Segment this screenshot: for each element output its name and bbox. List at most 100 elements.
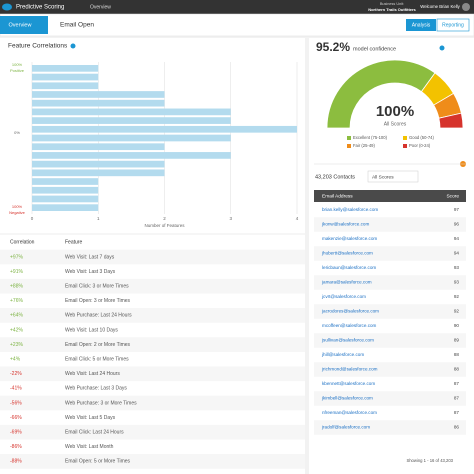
x-tick-label: 0: [31, 216, 34, 221]
row-bg: [0, 278, 305, 294]
gauge-segment: [438, 112, 464, 129]
score: 93: [454, 265, 460, 270]
email-link[interactable]: nfreeman@salesforce.com: [322, 410, 377, 415]
back-tab[interactable]: [0, 16, 48, 34]
score: 97: [454, 207, 460, 212]
correlation: +42%: [10, 327, 23, 333]
bar: [32, 117, 231, 124]
email-link[interactable]: jacrodores@salesforce.com: [321, 309, 379, 314]
bar: [32, 186, 99, 194]
row-bg: [314, 275, 466, 290]
correlation: -86%: [10, 444, 22, 450]
x-tick-label: 4: [296, 216, 299, 221]
x-tick-label: 3: [229, 216, 232, 221]
row-bg: [314, 362, 466, 377]
row-bg: [0, 308, 305, 323]
legend-swatch: [347, 136, 351, 140]
email-link[interactable]: jradolf@salesforce.com: [321, 425, 370, 430]
email-link[interactable]: jkimbell@salesforce.com: [321, 396, 373, 401]
email-link[interactable]: kbennett@salesforce.com: [322, 381, 375, 386]
legend-label: Poor (0-24): [409, 143, 431, 148]
legend-swatch: [403, 144, 407, 148]
tab-bar: [0, 13, 474, 37]
score: 93: [454, 280, 460, 285]
unit-label: Business Unit:: [380, 2, 404, 6]
button-label[interactable]: Analysis: [412, 22, 431, 28]
negative-label: Negative: [9, 210, 26, 215]
pagination: Showing 1 - 16 of 43,203: [406, 458, 453, 463]
email-link[interactable]: jsullivan@salesforce.com: [321, 338, 374, 343]
confidence-value: 95.2%: [316, 40, 350, 54]
bar: [32, 108, 231, 116]
help-icon[interactable]: [439, 45, 445, 51]
correlation: -66%: [10, 415, 22, 421]
score: 87: [454, 396, 460, 401]
email-link[interactable]: jamara@salesforce.com: [321, 280, 372, 285]
filter-label[interactable]: All Scores: [372, 174, 394, 180]
correlation: +4%: [10, 357, 21, 363]
row-bg: [314, 304, 466, 319]
row-bg: [0, 249, 305, 265]
bar: [32, 160, 165, 168]
correlation: +64%: [10, 313, 23, 319]
gauge-label: All Scores: [384, 121, 407, 127]
row-bg: [0, 454, 305, 469]
help-icon[interactable]: [70, 43, 76, 49]
email-link[interactable]: makenzie@salesforce.com: [322, 236, 377, 241]
feature: Web Purchase: Last 24 Hours: [65, 313, 132, 319]
row-bg: [314, 217, 466, 232]
button-label[interactable]: Reporting: [442, 22, 464, 28]
logo: [2, 3, 12, 11]
bar: [32, 82, 99, 90]
unit-name: Northern Trails Outfitters: [368, 7, 416, 12]
contacts-header: [314, 190, 466, 202]
email-link[interactable]: jcvrt@salesforce.com: [321, 294, 366, 299]
correlation: -22%: [10, 371, 22, 377]
reporting-button[interactable]: [436, 18, 470, 32]
email-link[interactable]: lericbaun@salesforce.com: [322, 265, 376, 270]
feature: Web Visit: Last Month: [65, 444, 114, 450]
feature: Web Visit: Last 3 Days: [65, 269, 116, 275]
email-link[interactable]: jhill@salesforce.com: [321, 352, 364, 357]
bar: [32, 99, 165, 107]
score: 89: [454, 338, 460, 343]
email-link[interactable]: jkonw@salesforce.com: [321, 222, 369, 227]
x-axis-label: Number of Features: [144, 223, 185, 228]
correlation: +23%: [10, 342, 23, 348]
column-header: Score: [446, 193, 459, 199]
feature: Email Click: 3 or More Times: [65, 284, 129, 290]
page-title: Email Open: [60, 22, 94, 29]
column-header: Correlation: [10, 239, 35, 245]
positive-label: 100%: [12, 62, 23, 67]
email-link[interactable]: jhubertt@salesforce.com: [321, 251, 373, 256]
email-link[interactable]: brian.kelly@salesforce.com: [322, 207, 378, 212]
feature: Email Open: 5 or More Times: [65, 459, 131, 465]
avatar[interactable]: [462, 3, 470, 11]
score: 88: [454, 352, 460, 357]
email-link[interactable]: mcoffeen@salesforce.com: [322, 323, 377, 328]
analysis-button[interactable]: [406, 19, 436, 31]
zero-label: 0%: [14, 130, 20, 135]
feature: Web Visit: Last 7 days: [65, 254, 115, 260]
score: 88: [454, 367, 460, 372]
filter-select[interactable]: [367, 170, 419, 183]
score: 92: [454, 294, 460, 299]
feature: Email Open: 3 or More Times: [65, 298, 131, 304]
bar: [32, 134, 231, 142]
confidence-label: model confidence: [353, 46, 396, 52]
back-tab-label[interactable]: Overview: [9, 22, 32, 28]
email-link[interactable]: jrichmond@salesforce.com: [321, 367, 378, 372]
correlation: -41%: [10, 386, 22, 392]
score: 87: [454, 381, 460, 386]
welcome: Welcome Brian Kelly: [420, 4, 460, 9]
score: 86: [454, 425, 460, 430]
row-bg: [0, 366, 305, 382]
feature: Web Visit: Last 10 Days: [65, 327, 118, 333]
nav-link[interactable]: Overview: [90, 4, 111, 10]
legend-label: Fair (25-49): [353, 143, 375, 148]
bar: [32, 125, 297, 133]
row-bg: [314, 246, 466, 261]
legend-swatch: [347, 144, 351, 148]
bar: [32, 73, 99, 81]
